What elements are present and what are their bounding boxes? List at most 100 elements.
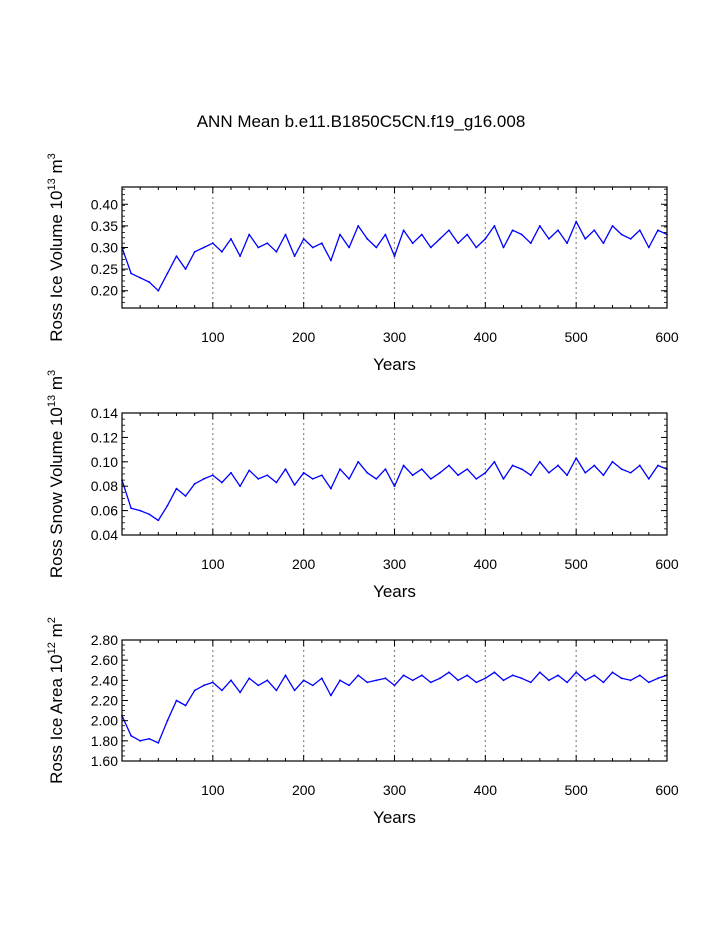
data-point [293,484,296,486]
data-point [511,229,514,232]
data-point [166,504,169,507]
data-point [557,229,559,232]
data-point [484,471,487,474]
data-point [339,233,341,236]
y-tick-label: 0.35 [91,218,118,234]
data-point [211,242,214,245]
data-point [330,694,332,697]
y-axis-title-unit-exponent: 3 [46,153,58,159]
data-point [466,233,469,236]
data-point [502,246,505,249]
data-point [611,224,614,227]
data-point [466,674,469,677]
data-point [239,485,241,488]
x-tick-label: 300 [383,782,407,798]
y-tick-label: 0.10 [91,454,118,470]
x-tick-label: 200 [292,556,316,572]
y-tick-label: 2.00 [91,713,118,729]
data-point [484,237,487,240]
data-point [575,671,578,674]
x-axis-title: Years [373,355,416,374]
data-point [248,233,251,236]
data-point [520,468,523,471]
data-point [511,464,514,467]
y-tick-label: 2.60 [91,652,118,668]
x-tick-label: 100 [201,556,225,572]
data-point [302,471,305,474]
chart-panel-2: 100 200 300 400 500 600 0.04 0.06 0.08 0.10 0.12 0.… [46,370,679,601]
data-point [611,671,614,674]
data-point [393,255,396,258]
data-point [602,681,605,684]
data-point [602,474,605,477]
data-point [275,689,278,692]
data-point [638,229,641,232]
data-point [575,220,578,223]
data-point [175,699,178,702]
data-point [375,477,378,480]
data-point [548,679,550,682]
data-point [657,677,659,680]
data-point [148,737,151,740]
x-tick-label: 400 [474,782,498,798]
y-axis-title-unit: m [47,623,66,642]
data-point [339,468,341,471]
data-point [502,477,505,480]
data-point [184,495,187,497]
data-point [384,233,387,236]
data-point [439,677,441,680]
chart-panel-1: 100 200 300 400 500 600 0.20 0.25 0.30 0.35 0.40 Ye… [46,153,679,374]
data-point [148,281,151,283]
data-point [493,224,496,227]
data-point [375,246,378,249]
data-point [557,464,559,467]
data-point [439,237,441,240]
data-point [275,481,278,484]
data-point [657,464,659,467]
chart-panels: 100 200 300 400 500 600 0.20 0.25 0.30 0.35 0.40 Ye… [46,153,679,827]
data-point [529,681,532,684]
y-axis-title-exponent: 13 [46,395,58,407]
data-point [275,250,278,253]
y-axis-title-main: Ross Ice Volume 10 [47,191,66,342]
y-tick-label: 0.25 [91,261,118,277]
y-tick-label: 0.06 [91,503,118,519]
x-tick-label: 600 [655,782,679,798]
data-point [575,457,578,460]
data-point [375,679,378,682]
data-point [657,229,659,232]
data-point [193,250,196,253]
data-point [166,272,169,275]
y-axis-title-exponent: 12 [46,642,58,654]
data-point [175,255,178,258]
data-point [638,464,641,467]
data-point [202,477,205,480]
data-point [184,704,187,707]
data-point [457,242,459,245]
data-point [584,237,587,240]
data-point [629,237,632,240]
data-point [330,259,332,262]
x-tick-label: 200 [292,329,316,345]
data-point [193,482,196,485]
data-point [266,242,269,245]
data-point [629,679,632,682]
data-point [266,474,269,477]
data-point [311,246,314,249]
data-point [484,677,487,680]
data-point [593,229,596,232]
x-tick-label: 500 [564,329,588,345]
y-tick-label: 2.80 [91,632,118,648]
data-point [502,679,505,682]
data-point [230,237,232,240]
data-point [393,684,396,687]
data-point [257,477,260,480]
data-point [148,513,151,516]
data-point [139,509,142,512]
data-point [320,242,323,245]
data-point [202,246,205,249]
y-tick-label: 0.30 [91,240,118,256]
data-point [157,289,160,292]
data-point [266,679,269,682]
